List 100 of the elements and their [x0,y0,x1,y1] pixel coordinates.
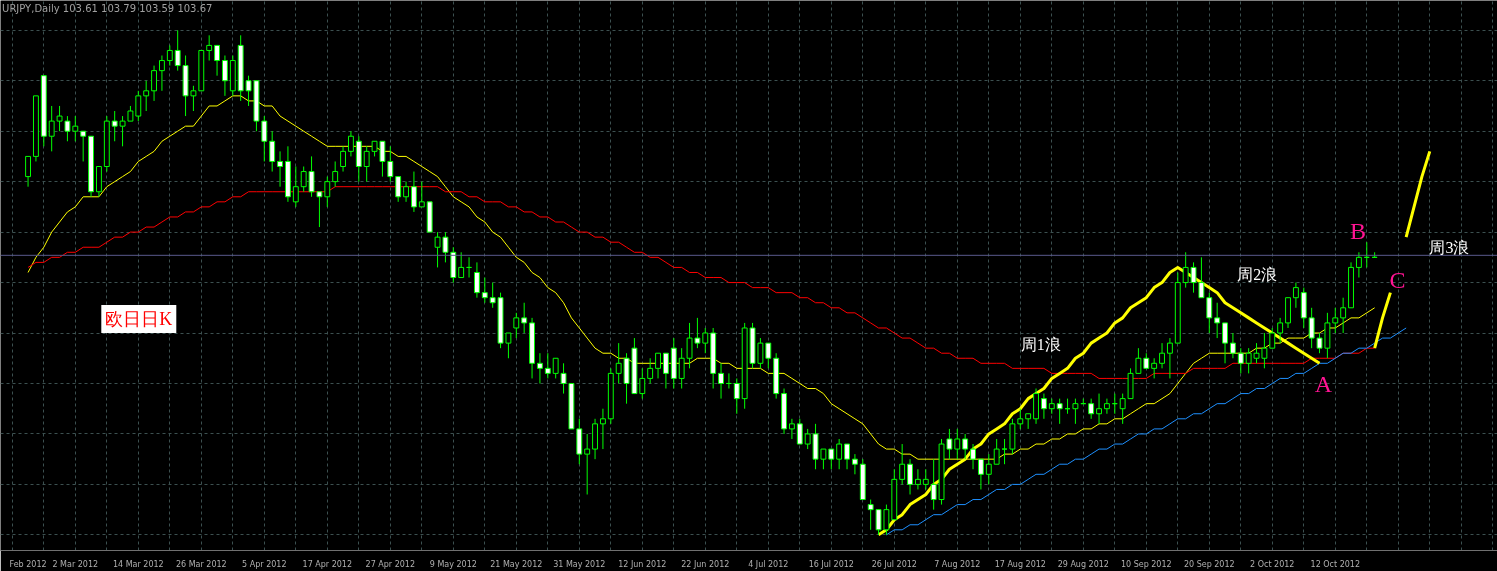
candlestick [985,453,992,485]
candlestick [340,145,346,173]
candlestick [1159,342,1165,369]
candlestick [1355,251,1362,279]
x-tick-label: 17 Apr 2012 [302,559,353,569]
candlestick [1017,408,1024,430]
candlestick [678,347,685,390]
x-tick-label: 16 Jul 2012 [808,559,854,569]
candlestick [718,362,724,400]
candlestick [458,251,465,279]
candlestick [1151,357,1158,379]
candlestick [387,145,394,183]
x-tick-label: 4 Jul 2012 [748,559,789,569]
candlestick [521,302,528,334]
candlestick [1040,393,1047,420]
candlestick [473,261,480,299]
candlestick [206,34,213,62]
candlestick [48,105,55,152]
x-tick-label: 27 Apr 2012 [365,559,416,569]
candlestick [363,145,370,183]
candlestick [662,352,669,390]
candlestick [867,499,874,531]
candlestick [1308,307,1315,349]
candlestick [1206,292,1213,334]
candlestick [1096,393,1102,425]
x-tick-label: 22 Jun 2012 [681,559,730,569]
x-tick-label: 29 Aug 2012 [1057,559,1109,569]
x-tick-label: 31 May 2012 [553,559,606,569]
x-tick-label: 12 Jun 2012 [618,559,667,569]
candlestick [907,458,913,495]
candlestick [970,443,976,470]
candlestick [647,357,654,384]
candlestick [1292,282,1299,309]
x-tick-label: 26 Mar 2012 [175,559,227,569]
candlestick [151,65,157,102]
annotation: 周1浪 [1020,335,1061,353]
annotation: C [1389,267,1406,294]
x-tick-label: 10 Sep 2012 [1120,559,1172,569]
x-tick-label: 14 Mar 2012 [112,559,164,569]
candlestick [1001,438,1008,465]
x-tick-label: 9 May 2012 [429,559,477,569]
candlestick [214,44,220,77]
x-tick-label: 7 Aug 2012 [934,559,981,569]
candlestick [962,433,969,460]
candlestick [221,55,228,97]
candlestick [410,171,417,213]
x-tick-label: 26 Jul 2012 [871,559,917,569]
candlestick [544,352,551,379]
candlestick [277,150,283,188]
x-tick-label: 2 Oct 2012 [1250,559,1295,569]
annotation: B [1350,217,1367,244]
candlestick [166,44,173,67]
candlestick [1340,297,1347,334]
candlestick [1269,327,1276,349]
candlestick [1056,398,1063,425]
candlestick [733,377,740,415]
candlestick [292,166,299,208]
candlestick [914,468,921,490]
candlestick [56,105,63,132]
candlestick [836,438,843,470]
annotation: A [1314,370,1333,397]
annotation: 周3浪 [1429,239,1470,257]
x-tick-label: 5 Apr 2012 [242,559,287,569]
candlestick [1214,302,1221,339]
annotation: 欧日日K [105,309,173,330]
candlestick [418,181,425,208]
candlestick [993,438,1000,465]
candlestick [788,418,795,440]
candlestick [395,176,402,203]
candlestick [269,130,276,173]
candlestick [1166,337,1173,379]
x-tick-label: Feb 2012 [9,559,47,569]
candlestick [844,443,850,470]
candlestick [143,80,150,112]
x-tick-label: 2 Mar 2012 [52,559,99,569]
candlestick [80,130,87,162]
candlestick [599,408,606,450]
candlestick [1229,332,1236,359]
candlestick [584,433,591,495]
candlestick [1088,398,1095,420]
candlestick [261,115,268,162]
candlestick [1103,398,1110,415]
x-tick-label: 20 Sep 2012 [1183,559,1235,569]
candlestick [1277,317,1284,344]
candlestick [1072,398,1079,425]
candlestick [899,443,906,485]
candlestick [977,458,984,490]
candlestick [174,29,181,72]
candlestick [1332,307,1339,334]
x-tick-label: 21 May 2012 [490,559,543,569]
candlestick [347,130,354,157]
x-tick-label: 17 Aug 2012 [994,559,1046,569]
candlestick [25,155,31,188]
annotation: 周2浪 [1237,266,1278,284]
candlestick [403,181,409,203]
candlestick [796,418,803,445]
candlestick [481,277,488,304]
candlestick [922,468,929,490]
candlestick [158,55,165,92]
chart-title: URJPY,Daily 103.61 103.79 103.59 103.67 [2,3,213,15]
